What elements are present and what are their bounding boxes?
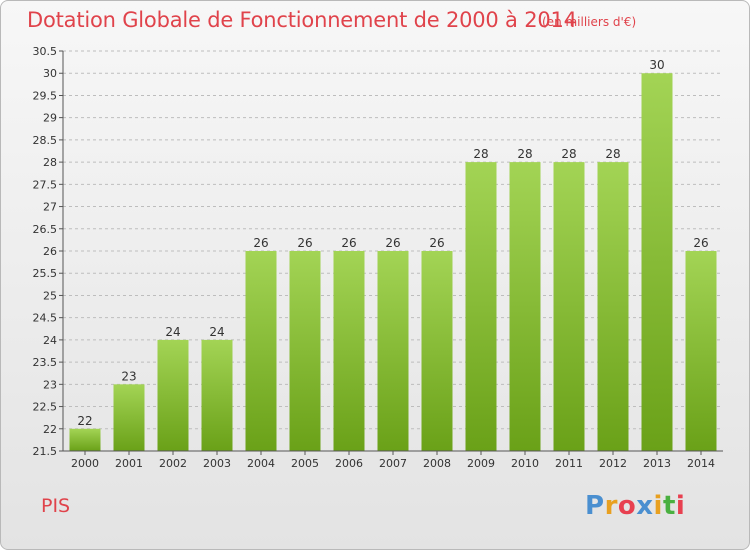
- value-label-2011: 28: [561, 147, 576, 161]
- bar-2002: [157, 339, 189, 451]
- x-tick-label-2003: 2003: [203, 457, 231, 470]
- bar-2007: [377, 251, 409, 451]
- value-label-2002: 24: [165, 325, 180, 339]
- value-label-2007: 26: [385, 236, 400, 250]
- y-tick-label: 22: [43, 423, 57, 436]
- value-label-2001: 23: [121, 369, 136, 383]
- y-tick-label: 21.5: [33, 445, 58, 458]
- value-label-2014: 26: [693, 236, 708, 250]
- bar-2009: [465, 162, 497, 451]
- commune-name: PIS: [41, 495, 71, 517]
- x-tick-label-2000: 2000: [71, 457, 99, 470]
- y-tick-label: 22.5: [33, 401, 58, 414]
- bar-2003: [201, 339, 233, 451]
- y-tick-label: 26: [43, 245, 57, 258]
- x-tick-label-2014: 2014: [687, 457, 715, 470]
- proxiti-logo[interactable]: Proxiti: [585, 491, 685, 521]
- axes: [59, 50, 723, 455]
- chart-unit: (en milliers d'€): [542, 15, 637, 29]
- bars: [69, 73, 717, 451]
- logo-letter: i: [653, 491, 663, 521]
- logo-letter: P: [585, 491, 605, 521]
- y-tick-label: 23: [43, 378, 57, 391]
- logo-letter: r: [604, 491, 618, 521]
- logo-letter: x: [636, 491, 654, 521]
- bar-2011: [553, 162, 585, 451]
- labels: 21.5 22 22.5 23 23.5 24 24.5 25 25.5 26 26.5 27 27.5…: [33, 45, 716, 470]
- x-tick-label-2002: 2002: [159, 457, 187, 470]
- chart-title: Dotation Globale de Fonctionnement de 20…: [27, 8, 577, 32]
- logo-letter: t: [662, 491, 676, 521]
- logo-letter: o: [617, 491, 637, 521]
- x-tick-label-2011: 2011: [555, 457, 583, 470]
- value-label-2008: 26: [429, 236, 444, 250]
- y-tick-label: 24.5: [33, 312, 58, 325]
- x-tick-label-2012: 2012: [599, 457, 627, 470]
- value-label-2013: 30: [649, 58, 664, 72]
- y-tick-label: 30.5: [33, 45, 58, 58]
- x-tick-label-2007: 2007: [379, 457, 407, 470]
- bar-2000: [69, 428, 101, 451]
- x-tick-label-2009: 2009: [467, 457, 495, 470]
- value-label-2012: 28: [605, 147, 620, 161]
- value-label-2010: 28: [517, 147, 532, 161]
- value-label-2003: 24: [209, 325, 224, 339]
- value-label-2009: 28: [473, 147, 488, 161]
- y-tick-label: 29: [43, 112, 57, 125]
- y-tick-label: 25.5: [33, 267, 58, 280]
- x-tick-label-2001: 2001: [115, 457, 143, 470]
- y-tick-label: 24: [43, 334, 57, 347]
- value-label-2000: 22: [77, 414, 92, 428]
- bar-2013: [641, 73, 673, 451]
- logo-letter: i: [675, 491, 686, 521]
- bar-2014: [685, 251, 717, 451]
- y-tick-label: 30: [43, 67, 57, 80]
- x-tick-label-2005: 2005: [291, 457, 319, 470]
- y-tick-label: 27.5: [33, 178, 58, 191]
- x-tick-label-2004: 2004: [247, 457, 275, 470]
- x-tick-label-2013: 2013: [643, 457, 671, 470]
- bar-2006: [333, 251, 365, 451]
- y-tick-label: 27: [43, 201, 57, 214]
- bar-2008: [421, 251, 453, 451]
- bar-2004: [245, 251, 277, 451]
- y-tick-label: 26.5: [33, 223, 58, 236]
- x-tick-label-2006: 2006: [335, 457, 363, 470]
- bar-2001: [113, 384, 145, 451]
- bar-2010: [509, 162, 541, 451]
- x-tick-label-2008: 2008: [423, 457, 451, 470]
- value-label-2005: 26: [297, 236, 312, 250]
- y-tick-label: 25: [43, 289, 57, 302]
- x-tick-label-2010: 2010: [511, 457, 539, 470]
- bar-2012: [597, 162, 629, 451]
- value-label-2004: 26: [253, 236, 268, 250]
- y-tick-label: 23.5: [33, 356, 58, 369]
- bar-2005: [289, 251, 321, 451]
- y-tick-label: 28.5: [33, 134, 58, 147]
- y-tick-label: 28: [43, 156, 57, 169]
- y-tick-label: 29.5: [33, 89, 58, 102]
- value-label-2006: 26: [341, 236, 356, 250]
